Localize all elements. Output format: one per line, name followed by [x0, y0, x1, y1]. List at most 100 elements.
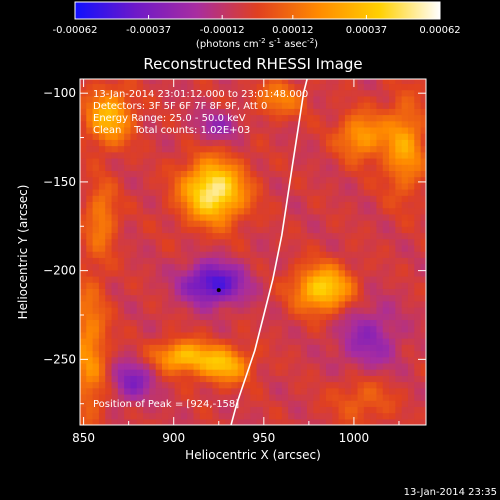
- heatmap-cell: [117, 344, 125, 352]
- heatmap-cell: [338, 126, 346, 134]
- heatmap-cell: [357, 102, 365, 109]
- heatmap-cell: [313, 83, 321, 91]
- heatmap-cell: [300, 393, 308, 401]
- heatmap-cell: [136, 102, 144, 109]
- heatmap-cell: [136, 412, 144, 420]
- heatmap-cell: [237, 114, 245, 122]
- heatmap-cell: [117, 269, 125, 277]
- heatmap-cell: [281, 226, 289, 234]
- heatmap-cell: [180, 189, 188, 196]
- heatmap-cell: [351, 102, 359, 109]
- heatmap-cell: [288, 338, 296, 345]
- heatmap-cell: [294, 95, 302, 103]
- heatmap-cell: [370, 226, 378, 234]
- heatmap-cell: [161, 189, 169, 196]
- heatmap-cell: [149, 220, 157, 227]
- heatmap-cell: [351, 325, 359, 333]
- heatmap-cell: [256, 406, 264, 414]
- heatmap-cell: [351, 226, 359, 234]
- heatmap-cell: [382, 275, 390, 283]
- heatmap-cell: [256, 282, 264, 289]
- heatmap-cell: [218, 114, 226, 122]
- colorbar-tick-label: -0.00062: [53, 25, 98, 36]
- heatmap-cell: [243, 300, 251, 308]
- colorbar-units: (photons cm-2 s-1 asec-2): [196, 37, 318, 50]
- heatmap-cell: [281, 102, 289, 109]
- heatmap-cell: [149, 369, 157, 376]
- heatmap-cell: [325, 387, 333, 395]
- heatmap-cell: [155, 120, 163, 128]
- heatmap-cell: [300, 282, 308, 289]
- heatmap-cell: [288, 151, 296, 159]
- heatmap-cell: [319, 381, 327, 389]
- heatmap-cell: [206, 157, 214, 165]
- heatmap-cell: [98, 139, 106, 147]
- heatmap-cell: [401, 338, 409, 345]
- heatmap-cell: [92, 282, 100, 289]
- heatmap-cell: [351, 300, 359, 308]
- heatmap-cell: [168, 381, 176, 389]
- heatmap-cell: [199, 108, 207, 116]
- heatmap-cell: [117, 83, 125, 91]
- heatmap-cell: [136, 263, 144, 271]
- heatmap-cell: [199, 176, 207, 184]
- heatmap-cell: [300, 356, 308, 364]
- heatmap-cell: [212, 157, 220, 165]
- heatmap-cell: [143, 331, 150, 339]
- y-axis-label: Heliocentric Y (arcsec): [16, 185, 30, 320]
- heatmap-cell: [105, 232, 113, 240]
- heatmap-cell: [218, 170, 226, 178]
- heatmap-cell: [395, 238, 403, 246]
- heatmap-cell: [155, 251, 163, 258]
- heatmap-cell: [262, 257, 270, 265]
- heatmap-cell: [307, 226, 314, 234]
- heatmap-cell: [168, 244, 176, 252]
- heatmap-cell: [300, 120, 308, 128]
- heatmap-cell: [344, 331, 352, 339]
- heatmap-cell: [250, 151, 258, 159]
- heatmap-cell: [269, 164, 277, 171]
- heatmap-cell: [389, 139, 396, 147]
- heatmap-cell: [98, 307, 106, 314]
- heatmap-cell: [395, 393, 403, 401]
- heatmap-cell: [395, 325, 403, 333]
- heatmap-cell: [231, 300, 239, 308]
- heatmap-cell: [80, 369, 87, 376]
- heatmap-cell: [325, 157, 333, 165]
- heatmap-cell: [382, 232, 390, 240]
- heatmap-cell: [357, 387, 365, 395]
- heatmap-cell: [98, 201, 106, 209]
- heatmap-cell: [269, 182, 277, 190]
- heatmap-cell: [370, 95, 378, 103]
- heatmap-cell: [420, 195, 426, 203]
- heatmap-cell: [199, 288, 207, 296]
- heatmap-cell: [351, 170, 359, 178]
- heatmap-cell: [161, 232, 169, 240]
- heatmap-cell: [218, 176, 226, 184]
- heatmap-cell: [420, 412, 426, 420]
- heatmap-cell: [250, 157, 258, 165]
- heatmap-cell: [130, 244, 138, 252]
- heatmap-cell: [281, 288, 289, 296]
- heatmap-cell: [300, 418, 308, 425]
- heatmap-cell: [357, 79, 365, 85]
- heatmap-cell: [187, 226, 195, 234]
- heatmap-cell: [149, 393, 157, 401]
- heatmap-cell: [275, 269, 283, 277]
- heatmap-cell: [80, 387, 87, 395]
- heatmap-cell: [407, 282, 415, 289]
- heatmap-cell: [237, 294, 245, 302]
- heatmap-cell: [256, 95, 264, 103]
- heatmap-cell: [294, 157, 302, 165]
- heatmap-cell: [187, 133, 195, 140]
- heatmap-cell: [143, 251, 150, 258]
- heatmap-cell: [143, 269, 150, 277]
- heatmap-cell: [294, 412, 302, 420]
- heatmap-cell: [407, 226, 415, 234]
- heatmap-cell: [250, 79, 258, 85]
- heatmap-cell: [344, 275, 352, 283]
- heatmap-cell: [376, 319, 384, 327]
- heatmap-cell: [250, 251, 258, 258]
- heatmap-cell: [382, 133, 390, 140]
- heatmap-cell: [414, 102, 422, 109]
